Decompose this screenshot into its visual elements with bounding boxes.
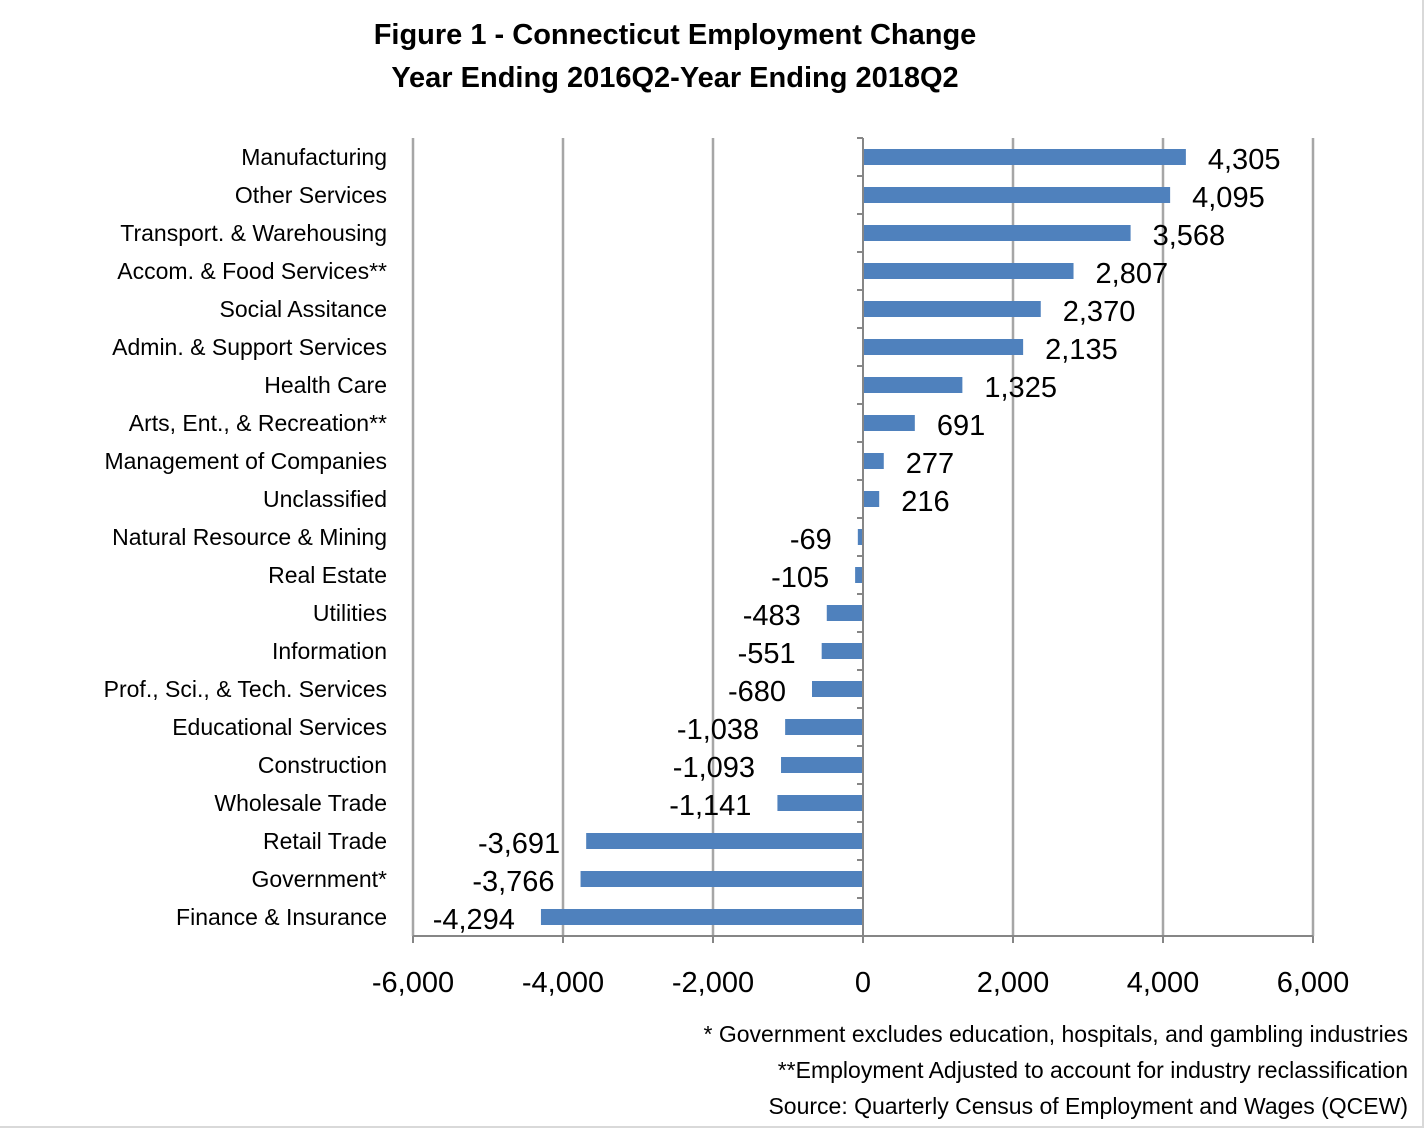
bar <box>586 833 863 849</box>
category-label: Prof., Sci., & Tech. Services <box>104 676 387 702</box>
category-label: Accom. & Food Services** <box>117 258 387 284</box>
bar <box>863 301 1041 317</box>
x-tick-label: 2,000 <box>977 967 1050 999</box>
value-label: 2,370 <box>1063 296 1136 328</box>
value-label: -1,093 <box>673 752 755 784</box>
bar <box>821 643 863 659</box>
bar <box>785 719 863 735</box>
footnote-government: * Government excludes education, hospita… <box>703 1021 1408 1047</box>
frame-right-edge <box>1422 0 1424 1128</box>
category-label: Real Estate <box>268 562 387 588</box>
category-label: Unclassified <box>263 486 387 512</box>
bar <box>863 339 1024 355</box>
category-label: Finance & Insurance <box>176 904 387 930</box>
category-label: Management of Companies <box>104 448 387 474</box>
value-label: -551 <box>738 638 796 670</box>
x-tick-label: 4,000 <box>1127 967 1200 999</box>
bar-chart: Manufacturing Other Services Transport. & … <box>104 137 1349 999</box>
footnote-source: Source: Quarterly Census of Employment a… <box>768 1093 1408 1119</box>
value-labels: 4,305 4,095 3,568 2,807 2,370 2,135 1,325 691 27… <box>433 144 1281 936</box>
value-label: 277 <box>906 448 954 480</box>
category-label: Admin. & Support Services <box>112 334 387 360</box>
x-tick-label: -6,000 <box>372 967 454 999</box>
category-label: Utilities <box>313 600 387 626</box>
category-label: Manufacturing <box>241 144 387 170</box>
chart-title: Figure 1 - Connecticut Employment Change <box>373 19 977 51</box>
y-axis <box>412 137 1314 943</box>
value-label: 1,325 <box>984 372 1057 404</box>
bar <box>857 529 863 545</box>
bar <box>863 187 1171 203</box>
value-label: -3,691 <box>478 828 560 860</box>
category-label: Other Services <box>235 182 387 208</box>
bar <box>863 263 1074 279</box>
category-label: Arts, Ent., & Recreation** <box>129 410 387 436</box>
x-axis-tick-labels: -6,000 -4,000 -2,000 0 2,000 4,000 6,000 <box>372 967 1349 999</box>
category-label: Construction <box>258 752 387 778</box>
category-labels: Manufacturing Other Services Transport. & … <box>104 144 387 930</box>
bar <box>580 871 863 887</box>
bar <box>777 795 863 811</box>
value-label: 216 <box>901 486 949 518</box>
value-label: 4,095 <box>1192 182 1265 214</box>
bar <box>863 453 884 469</box>
category-label: Wholesale Trade <box>214 790 387 816</box>
category-label: Retail Trade <box>263 828 387 854</box>
value-label: -483 <box>743 600 801 632</box>
x-tick-label: -2,000 <box>672 967 754 999</box>
value-label: -4,294 <box>433 904 515 936</box>
bars <box>540 149 1186 925</box>
category-label: Transport. & Warehousing <box>120 220 387 246</box>
value-label: -69 <box>790 524 832 556</box>
bar <box>781 757 863 773</box>
category-label: Natural Resource & Mining <box>112 524 387 550</box>
category-label: Information <box>272 638 387 664</box>
value-label: 2,807 <box>1096 258 1169 290</box>
bar <box>863 415 915 431</box>
value-label: -105 <box>771 562 829 594</box>
bar <box>855 567 863 583</box>
chart-title-block: Figure 1 - Connecticut Employment Change… <box>0 14 1350 100</box>
frame-bottom-edge <box>0 1126 1424 1128</box>
bar <box>863 377 963 393</box>
bar <box>863 149 1186 165</box>
gridlines <box>411 138 1315 936</box>
category-label: Health Care <box>264 372 387 398</box>
value-label: -1,141 <box>669 790 751 822</box>
chart-subtitle: Year Ending 2016Q2-Year Ending 2018Q2 <box>391 62 959 94</box>
value-label: 3,568 <box>1153 220 1226 252</box>
bar <box>812 681 863 697</box>
bar <box>863 225 1131 241</box>
value-label: -680 <box>728 676 786 708</box>
value-label: -1,038 <box>677 714 759 746</box>
x-tick-label: 0 <box>855 967 871 999</box>
x-tick-label: -4,000 <box>522 967 604 999</box>
bar <box>863 491 880 507</box>
bar <box>826 605 863 621</box>
bar <box>540 909 863 925</box>
x-tick-label: 6,000 <box>1277 967 1350 999</box>
value-label: 2,135 <box>1045 334 1118 366</box>
footnote-reclassification: **Employment Adjusted to account for ind… <box>777 1057 1408 1083</box>
value-label: -3,766 <box>472 866 554 898</box>
footnotes: * Government excludes education, hospita… <box>704 1016 1408 1124</box>
value-label: 691 <box>937 410 985 442</box>
category-label: Educational Services <box>172 714 387 740</box>
value-label: 4,305 <box>1208 144 1281 176</box>
category-label: Social Assitance <box>220 296 387 322</box>
category-label: Government* <box>251 866 387 892</box>
